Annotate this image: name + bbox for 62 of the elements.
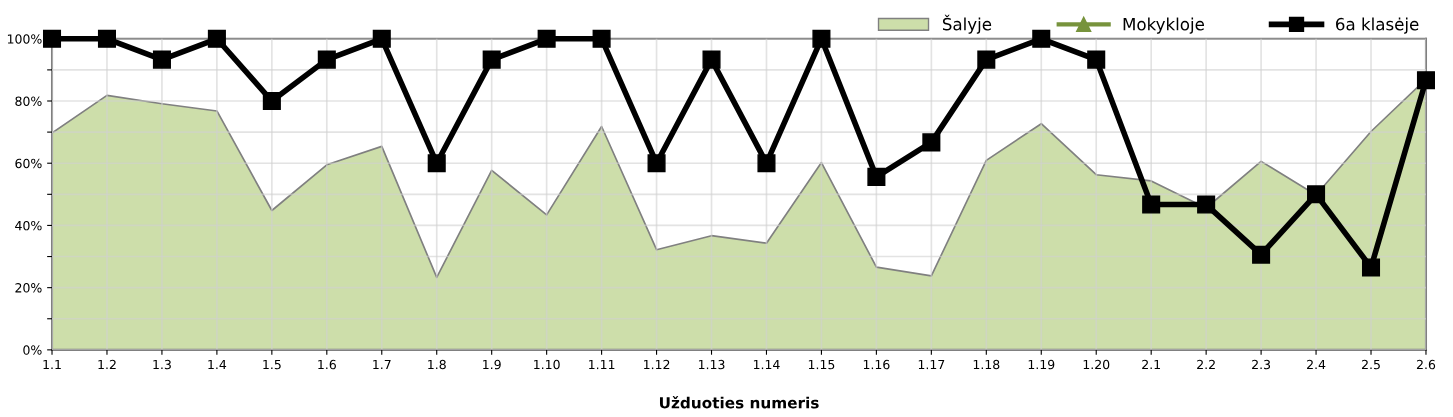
y-tick-label: 0% — [23, 345, 42, 355]
y-tick-label: 100% — [7, 34, 42, 44]
point — [1252, 245, 1271, 264]
point — [482, 50, 501, 69]
point — [592, 29, 611, 48]
x-tick-label: 1.19 — [1028, 359, 1055, 370]
point — [1142, 195, 1161, 214]
x-tick-label: 1.2 — [98, 359, 116, 370]
point — [1087, 50, 1106, 69]
x-tick-label: 1.20 — [1083, 359, 1110, 370]
point — [262, 91, 281, 111]
point — [1416, 71, 1436, 90]
x-tick-label: 1.3 — [153, 359, 171, 370]
point — [647, 154, 666, 173]
x-tick-label: 1.7 — [373, 359, 391, 370]
x-tick-label: 1.9 — [483, 359, 501, 370]
point — [867, 167, 886, 186]
x-axis-title: Užduoties numeris — [659, 396, 819, 409]
point — [977, 50, 996, 69]
x-tick-label: 1.12 — [644, 359, 670, 370]
point — [1361, 258, 1381, 277]
y-tick-label: 40% — [15, 220, 42, 231]
x-tick-label: 2.3 — [1252, 359, 1271, 370]
legend-label: 6a klasėje — [1336, 17, 1419, 34]
point — [757, 154, 776, 173]
x-tick-label: 2.4 — [1307, 359, 1326, 370]
point — [42, 29, 62, 48]
point — [207, 29, 226, 48]
x-tick-label: 2.2 — [1197, 359, 1215, 370]
legend-label: Mokykloje — [1123, 17, 1204, 34]
x-tick-label: 1.11 — [589, 359, 615, 370]
x-tick-label: 1.13 — [698, 359, 725, 370]
x-tick-label: 2.5 — [1361, 359, 1380, 370]
x-tick-label: 1.1 — [43, 359, 61, 370]
y-tick-label: 60% — [15, 158, 42, 169]
y-tick-label: 20% — [15, 283, 42, 293]
point — [152, 50, 171, 69]
x-tick-label: 1.6 — [318, 359, 336, 370]
point — [1032, 29, 1051, 48]
x-tick-label: 1.5 — [263, 359, 281, 370]
point — [317, 50, 336, 69]
x-tick-label: 2.6 — [1416, 359, 1436, 370]
legend-label: Šalyje — [942, 14, 992, 34]
x-tick-label: 1.15 — [808, 359, 835, 370]
point — [427, 154, 446, 173]
x-tick-label: 1.16 — [863, 359, 890, 370]
point — [922, 133, 941, 152]
point — [702, 50, 721, 69]
point — [97, 29, 117, 48]
x-tick-label: 2.1 — [1142, 359, 1160, 370]
x-tick-label: 1.4 — [208, 359, 227, 370]
y-tick-label: 80% — [15, 96, 42, 106]
point — [1197, 195, 1216, 214]
x-tick-label: 1.14 — [753, 359, 780, 370]
x-tick-label: 1.10 — [534, 359, 560, 370]
x-tick-label: 1.18 — [973, 359, 1000, 370]
point — [1307, 185, 1326, 204]
x-tick-label: 1.8 — [428, 359, 446, 370]
x-tick-label: 1.17 — [918, 359, 945, 370]
point — [372, 29, 391, 48]
point — [537, 29, 556, 48]
point — [812, 29, 831, 48]
